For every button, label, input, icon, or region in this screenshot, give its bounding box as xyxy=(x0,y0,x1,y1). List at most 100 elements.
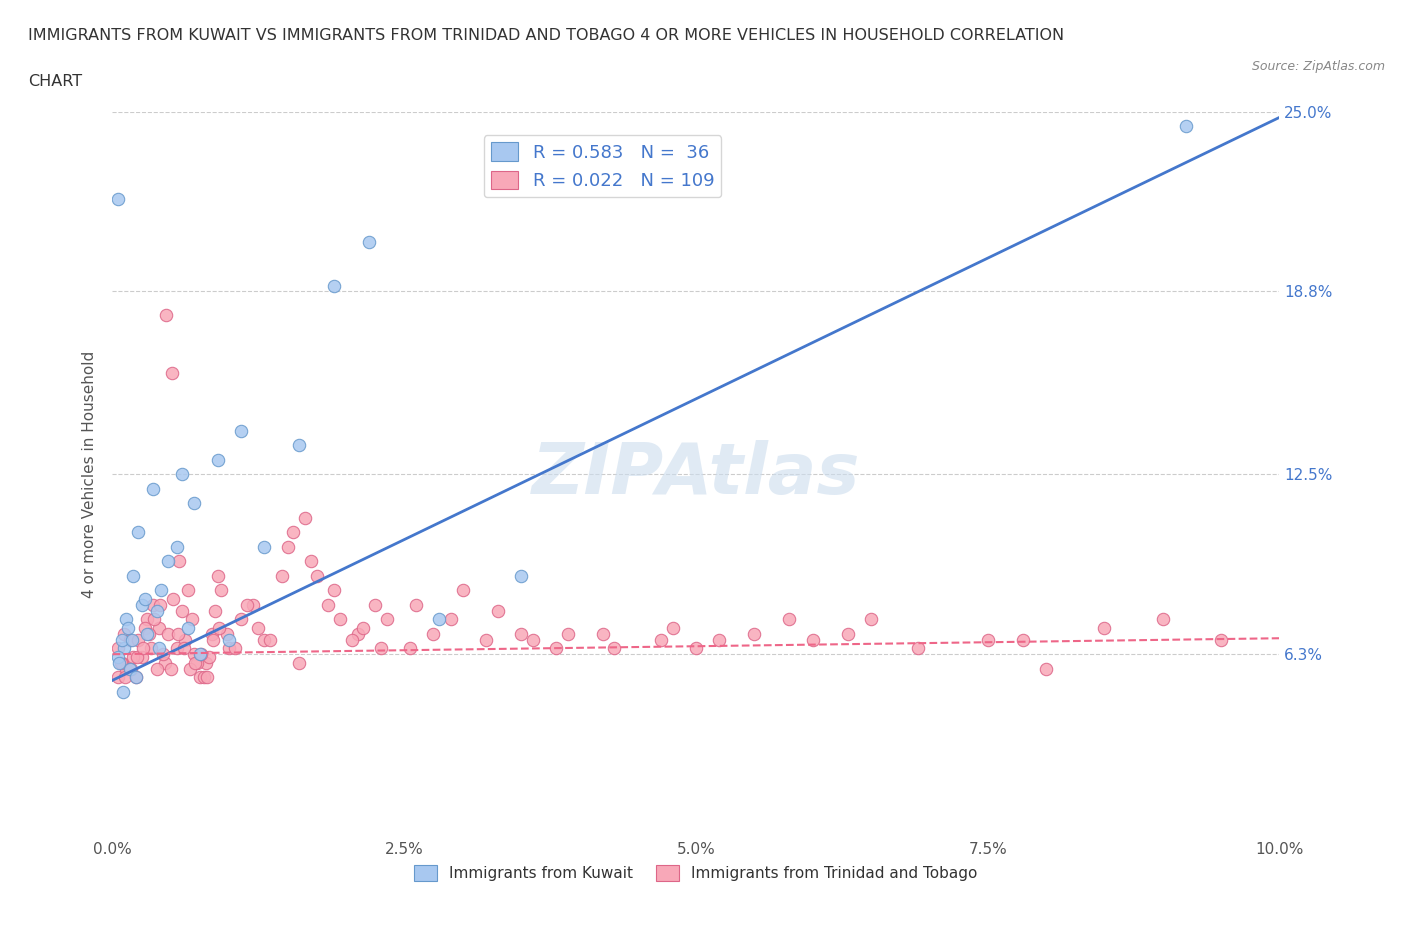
Point xyxy=(198,650,221,665)
Point xyxy=(134,591,156,606)
Point xyxy=(288,656,311,671)
Text: IMMIGRANTS FROM KUWAIT VS IMMIGRANTS FROM TRINIDAD AND TOBAGO 4 OR MORE VEHICLES: IMMIGRANTS FROM KUWAIT VS IMMIGRANTS FRO… xyxy=(28,28,1064,43)
Point xyxy=(1211,632,1233,647)
Point xyxy=(475,632,498,647)
Point xyxy=(544,641,567,656)
Point xyxy=(976,632,998,647)
Point xyxy=(650,632,672,647)
Point xyxy=(318,597,340,612)
Point xyxy=(172,604,194,618)
Point xyxy=(778,612,800,627)
Point xyxy=(172,467,194,482)
Point xyxy=(157,554,180,569)
Point xyxy=(125,670,148,684)
Point xyxy=(1175,119,1198,134)
Point xyxy=(188,646,211,661)
Point xyxy=(270,568,292,583)
Point xyxy=(148,620,170,635)
Point xyxy=(111,632,134,647)
Point xyxy=(709,632,731,647)
Point xyxy=(218,632,240,647)
Point xyxy=(166,641,188,656)
Point xyxy=(111,684,134,699)
Point xyxy=(177,583,200,598)
Point xyxy=(125,650,148,665)
Point xyxy=(152,646,174,661)
Point xyxy=(405,597,427,612)
Point xyxy=(1152,612,1174,627)
Legend: Immigrants from Kuwait, Immigrants from Trinidad and Tobago: Immigrants from Kuwait, Immigrants from … xyxy=(408,859,984,887)
Point xyxy=(305,568,328,583)
Point xyxy=(860,612,883,627)
Point xyxy=(107,670,129,684)
Point xyxy=(323,278,346,293)
Point xyxy=(1011,632,1033,647)
Text: CHART: CHART xyxy=(28,74,82,89)
Point xyxy=(120,661,142,676)
Point xyxy=(283,525,305,539)
Point xyxy=(186,656,208,671)
Point xyxy=(173,632,195,647)
Point xyxy=(201,627,224,642)
Point xyxy=(177,620,200,635)
Point xyxy=(253,539,276,554)
Point xyxy=(592,627,614,642)
Point xyxy=(142,482,165,497)
Point xyxy=(166,539,188,554)
Point xyxy=(277,539,299,554)
Point xyxy=(195,670,218,684)
Point xyxy=(111,656,134,671)
Point xyxy=(557,627,579,642)
Point xyxy=(229,423,252,438)
Point xyxy=(509,568,531,583)
Point xyxy=(132,641,155,656)
Point xyxy=(112,641,135,656)
Point xyxy=(259,632,281,647)
Point xyxy=(155,307,177,322)
Point xyxy=(139,641,162,656)
Point xyxy=(117,620,139,635)
Point xyxy=(134,620,156,635)
Point xyxy=(160,661,183,676)
Point xyxy=(162,591,184,606)
Text: ZIPAtlas: ZIPAtlas xyxy=(531,440,860,509)
Point xyxy=(235,597,257,612)
Point xyxy=(603,641,626,656)
Point xyxy=(166,627,188,642)
Point xyxy=(744,627,766,642)
Point xyxy=(131,597,153,612)
Point xyxy=(149,597,172,612)
Point xyxy=(207,568,229,583)
Point xyxy=(114,670,136,684)
Point xyxy=(422,627,444,642)
Point xyxy=(183,496,205,511)
Point xyxy=(201,632,224,647)
Point xyxy=(215,627,238,642)
Point xyxy=(837,627,859,642)
Point xyxy=(340,632,363,647)
Point xyxy=(253,632,276,647)
Point xyxy=(352,620,374,635)
Point xyxy=(125,670,148,684)
Point xyxy=(288,438,311,453)
Point xyxy=(224,641,246,656)
Point xyxy=(208,620,231,635)
Point xyxy=(107,641,129,656)
Point xyxy=(146,661,169,676)
Point xyxy=(1035,661,1057,676)
Point xyxy=(907,641,929,656)
Point xyxy=(364,597,387,612)
Point xyxy=(142,597,165,612)
Point xyxy=(346,627,368,642)
Point xyxy=(329,612,352,627)
Point xyxy=(1094,620,1116,635)
Point xyxy=(167,554,190,569)
Point xyxy=(136,612,159,627)
Point xyxy=(193,670,215,684)
Point xyxy=(118,661,141,676)
Point xyxy=(375,612,398,627)
Point xyxy=(229,612,252,627)
Point xyxy=(294,511,316,525)
Point xyxy=(247,620,270,635)
Text: Source: ZipAtlas.com: Source: ZipAtlas.com xyxy=(1251,60,1385,73)
